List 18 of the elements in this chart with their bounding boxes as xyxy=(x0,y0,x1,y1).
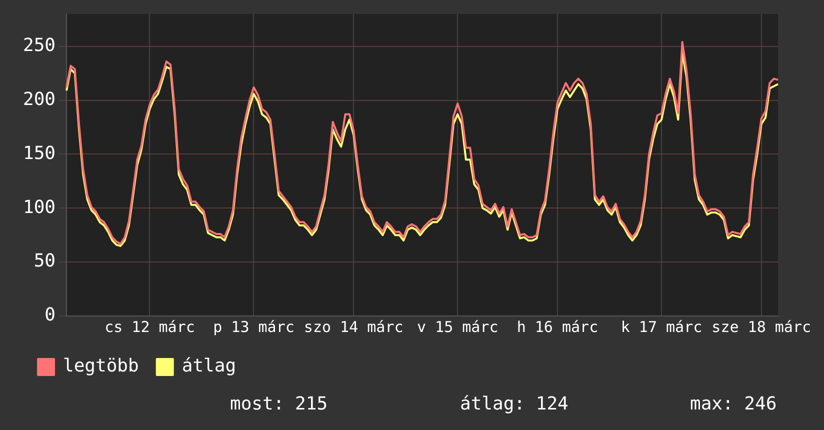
x-tick-label: sze 18 márc xyxy=(712,318,812,336)
x-tick-label: cs 12 márc xyxy=(104,318,195,336)
x-tick-label: szo 14 márc xyxy=(304,318,404,336)
y-tick-label: 0 xyxy=(44,304,56,326)
y-tick-label: 250 xyxy=(22,35,56,56)
text: most: 215 xyxy=(230,394,328,415)
y-tick-label: 100 xyxy=(22,196,56,218)
x-tick-label: v 15 márc xyxy=(416,318,498,336)
text: max: 246 xyxy=(690,394,777,415)
legend-label: legtöbb xyxy=(63,356,139,377)
y-tick-label: 50 xyxy=(34,250,56,272)
x-tick-label: k 17 márc xyxy=(620,318,702,336)
y-tick-label: 150 xyxy=(22,142,56,164)
x-tick-label: p 13 márc xyxy=(213,318,294,336)
y-tick-label: 200 xyxy=(22,88,56,110)
legend-label: átlag xyxy=(182,356,236,377)
text: átlag: 124 xyxy=(460,394,568,415)
x-tick-label: h 16 márc xyxy=(516,318,598,336)
